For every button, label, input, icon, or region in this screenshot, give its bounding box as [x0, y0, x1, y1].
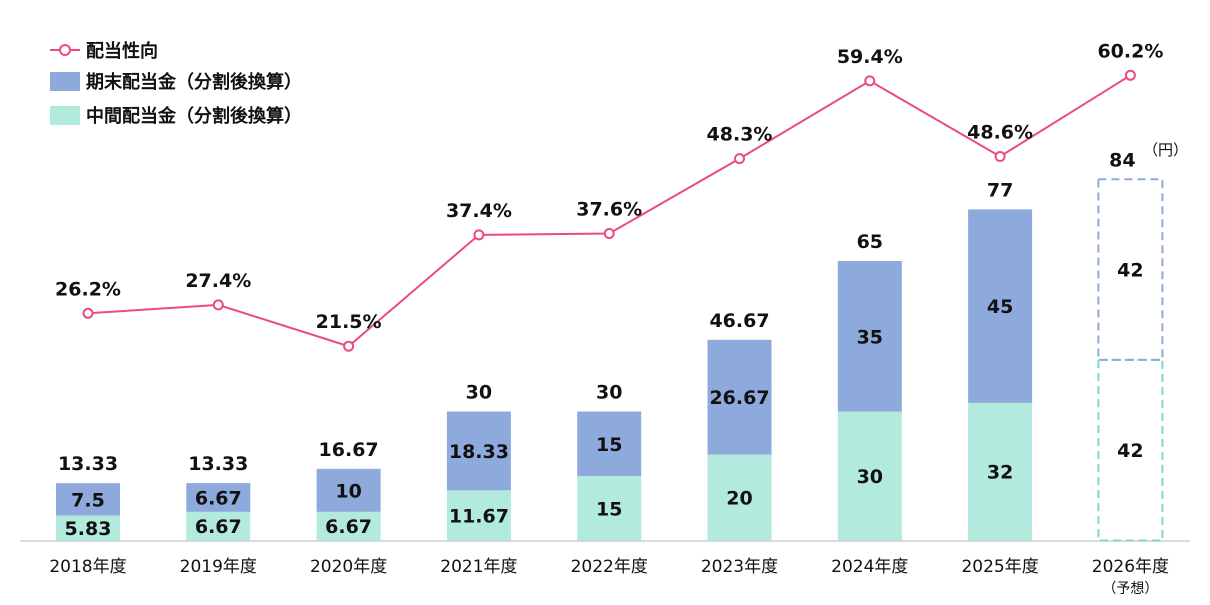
interim-value-label: 6.67: [325, 516, 372, 538]
payout-value-label: 48.3%: [707, 124, 773, 146]
bar-interim: [968, 402, 1033, 541]
bar-year-end: [56, 483, 120, 516]
payout-point: [734, 153, 745, 165]
payout-point: [82, 307, 94, 319]
x-ticks-layer: 2018年度 2019年度 2020年度 2021年度 2022年度 2023年度 2024…: [49, 557, 1169, 597]
bar-year-end: [837, 261, 902, 412]
total-value-label: 46.67: [709, 310, 769, 332]
x-tick-label: 2018年度: [49, 557, 126, 577]
year-end-value-label: 35: [857, 326, 883, 348]
x-tick-label: 2020年度: [310, 557, 387, 577]
year-end-value-label: 42: [1117, 260, 1143, 282]
payout-point: [343, 340, 355, 352]
payout-point: [864, 75, 876, 87]
payout-point: [994, 151, 1006, 162]
year-end-value-label: 15: [596, 434, 622, 456]
bar-year-end: [186, 483, 251, 512]
x-tick-label: 2023年度: [701, 557, 778, 577]
bar-year-end: [968, 209, 1033, 403]
payout-value-label: 37.6%: [576, 199, 642, 221]
payout-value-label: 60.2%: [1097, 40, 1163, 62]
bar-interim: [577, 476, 642, 541]
legend-interim-label: 中間配当金（分割後換算）: [86, 105, 302, 127]
interim-value-label: 5.83: [65, 518, 112, 540]
total-value-label: 65: [857, 231, 883, 253]
legend-interim: 中間配当金（分割後換算）: [50, 105, 302, 127]
interim-value-label: 6.67: [195, 516, 242, 538]
legend-payout: 配当性向: [50, 40, 158, 62]
unit-label: （円）: [1143, 141, 1188, 159]
payout-value-label: 26.2%: [55, 278, 121, 300]
bar-interim: [186, 511, 251, 541]
interim-value-label: 32: [987, 462, 1013, 484]
labels-layer: 5.83 7.5 13.33 6.67 6.67 13.33 6.67 10 16.67 11.6…: [58, 149, 1144, 540]
bar-year-end: [707, 339, 772, 455]
legend-year-end: 期末配当金（分割後換算）: [50, 71, 302, 93]
legend-payout-label: 配当性向: [86, 40, 158, 62]
year-end-value-label: 7.5: [71, 489, 105, 511]
total-value-label: 16.67: [319, 439, 379, 461]
payout-line-layer: 26.2% 27.4% 21.5% 37.4% 37.6% 48.3% 59.4% 48.6%…: [55, 40, 1163, 352]
bar-interim: [837, 411, 902, 541]
payout-value-label: 48.6%: [967, 122, 1033, 144]
x-tick-label: 2026年度: [1092, 557, 1169, 577]
year-end-value-label: 18.33: [449, 441, 509, 463]
bar-interim: [707, 454, 772, 541]
legend-year-end-label: 期末配当金（分割後換算）: [86, 71, 302, 93]
x-tick-label: 2025年度: [961, 557, 1038, 577]
year-end-value-label: 6.67: [195, 487, 242, 509]
bar-interim: [56, 515, 120, 541]
payout-point: [1124, 69, 1136, 81]
bar-interim: [316, 511, 381, 541]
x-tick-label: 2024年度: [831, 557, 908, 577]
year-end-value-label: 26.67: [709, 387, 769, 409]
payout-value-label: 37.4%: [446, 200, 512, 222]
total-value-label: 84: [1109, 149, 1135, 171]
x-tick-label: 2019年度: [180, 557, 257, 577]
payout-value-label: 59.4%: [837, 46, 903, 68]
bar-year-end: [577, 411, 642, 476]
bar-interim: [446, 490, 511, 541]
interim-value-label: 30: [857, 466, 883, 488]
bar-year-end: [316, 468, 381, 512]
bars-layer: [56, 178, 1164, 542]
interim-value-label: 15: [596, 498, 622, 520]
x-tick-label: 2021年度: [440, 557, 517, 577]
payout-point: [212, 299, 224, 311]
bar-year-end: [446, 411, 511, 491]
year-end-value-label: 45: [987, 296, 1013, 318]
total-value-label: 77: [987, 179, 1013, 201]
payout-point: [603, 228, 615, 239]
payout-value-label: 27.4%: [185, 270, 251, 292]
legend-payout-marker-icon: [59, 44, 71, 56]
payout-value-label: 21.5%: [316, 311, 382, 333]
total-value-label: 13.33: [188, 453, 248, 475]
bar-year-end-forecast: [1097, 178, 1164, 361]
interim-value-label: 42: [1117, 440, 1143, 462]
total-value-label: 30: [466, 382, 492, 404]
interim-value-label: 11.67: [449, 505, 509, 527]
legend: 配当性向 期末配当金（分割後換算） 中間配当金（分割後換算）: [50, 40, 302, 127]
payout-point: [473, 229, 485, 241]
total-value-label: 13.33: [58, 453, 118, 475]
year-end-value-label: 10: [335, 480, 361, 502]
x-tick-forecast-note: （予想）: [1102, 581, 1158, 597]
total-value-label: 30: [596, 382, 622, 404]
legend-year-end-swatch-icon: [50, 72, 80, 91]
interim-value-label: 20: [726, 488, 752, 510]
legend-interim-swatch-icon: [50, 106, 80, 125]
x-tick-label: 2022年度: [571, 557, 648, 577]
